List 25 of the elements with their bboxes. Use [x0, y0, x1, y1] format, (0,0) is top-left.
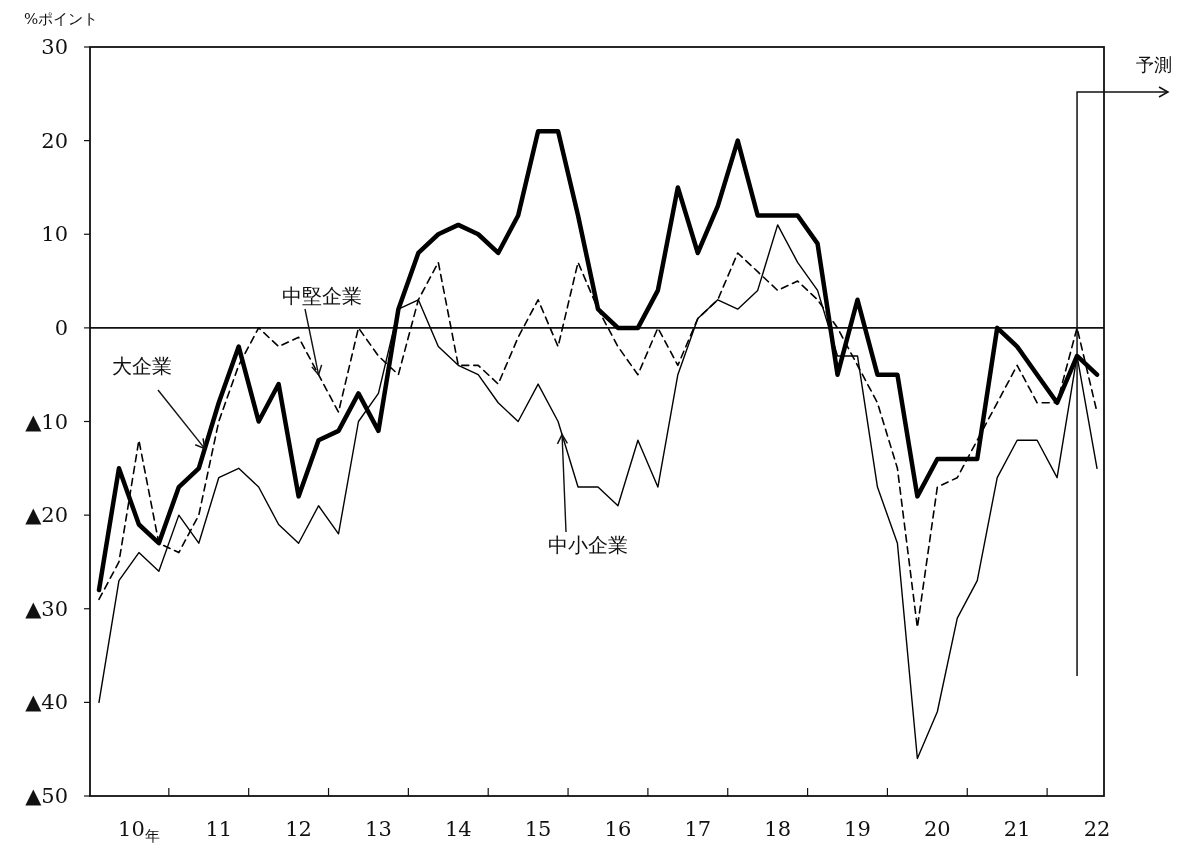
y-tick-label: ▲50 [25, 784, 68, 808]
y-tick-label: ▲30 [25, 596, 68, 621]
x-tick-label: 15 [524, 817, 552, 841]
x-tick-label: 19 [844, 817, 871, 841]
x-tick-label: 21 [1003, 817, 1031, 841]
y-tick-label: 10 [41, 222, 68, 247]
y-tick-label: 30 [41, 35, 68, 59]
x-tick-label: 17 [684, 817, 712, 841]
x-tick-label: 11 [205, 817, 233, 841]
y-tick-label: ▲40 [25, 690, 68, 715]
y-axis-title: %ポイント [24, 10, 99, 28]
y-tick-label: 0 [54, 315, 68, 340]
series-label: 中小企業 [548, 533, 628, 557]
x-tick-label: 10$_{年}$ [118, 817, 160, 845]
x-tick-label: 13 [365, 817, 392, 841]
x-tick-label: 12 [285, 817, 312, 841]
y-tick-label: ▲20 [25, 503, 68, 528]
y-tick-label: ▲10 [25, 409, 68, 434]
x-tick-label: 20 [923, 817, 951, 841]
y-tick-label: 20 [41, 128, 68, 153]
x-tick-label: 16 [604, 817, 632, 841]
x-tick-label: 22 [1083, 817, 1111, 841]
x-tick-label: 14 [444, 817, 472, 841]
series-label: 中堅企業 [282, 284, 362, 308]
x-tick-label: 18 [764, 817, 792, 841]
